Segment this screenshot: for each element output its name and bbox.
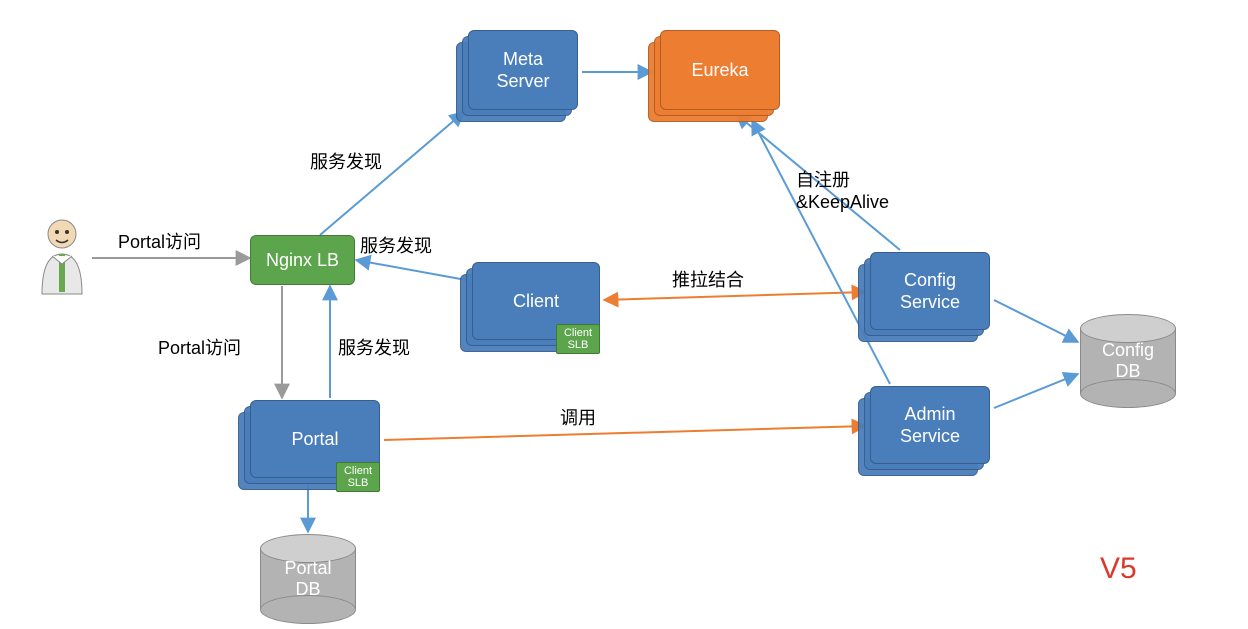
edge-label-portal-admin: 调用 — [560, 404, 596, 430]
node-eureka-label: Eureka — [691, 59, 748, 82]
db-portaldb-label: Portal DB — [260, 558, 356, 600]
node-nginx: Nginx LB — [250, 235, 355, 285]
edge-label-nginx-meta: 服务发现 — [310, 148, 382, 174]
edge-label-nginx-portal-d: Portal访问 — [158, 334, 241, 360]
edge-client-config — [604, 292, 866, 300]
edge-client-nginx — [356, 260, 466, 280]
node-eureka: Eureka — [660, 30, 780, 110]
node-meta-label: Meta Server — [496, 48, 549, 93]
edge-config-db — [994, 300, 1078, 342]
node-nginx-label: Nginx LB — [266, 249, 339, 272]
node-admin-label: Admin Service — [900, 403, 960, 448]
node-config-label: Config Service — [900, 269, 960, 314]
db-configdb-label: Config DB — [1080, 340, 1176, 382]
node-client-label: Client — [513, 290, 559, 313]
edge-label-user-nginx: Portal访问 — [118, 228, 201, 254]
user-icon — [32, 216, 92, 296]
node-client-slb-tag: Client SLB — [556, 324, 600, 354]
node-config: Config Service — [870, 252, 990, 330]
edge-label-admin-eureka: 自注册 &KeepAlive — [796, 166, 889, 213]
node-admin: Admin Service — [870, 386, 990, 464]
node-portal-slb-tag: Client SLB — [336, 462, 380, 492]
db-portaldb: Portal DB — [260, 534, 356, 622]
edges-layer — [0, 0, 1248, 629]
edge-label-portal-nginx-u: 服务发现 — [338, 334, 410, 360]
edge-label-client-nginx: 服务发现 — [360, 232, 432, 258]
edge-label-client-config: 推拉结合 — [672, 266, 744, 292]
node-meta: Meta Server — [468, 30, 578, 110]
edge-portal-admin — [384, 426, 866, 440]
db-configdb: Config DB — [1080, 314, 1176, 406]
version-label: V5 — [1100, 552, 1137, 586]
edge-admin-db — [994, 374, 1078, 408]
node-portal-label: Portal — [291, 428, 338, 451]
edge-admin-eureka — [752, 120, 890, 384]
